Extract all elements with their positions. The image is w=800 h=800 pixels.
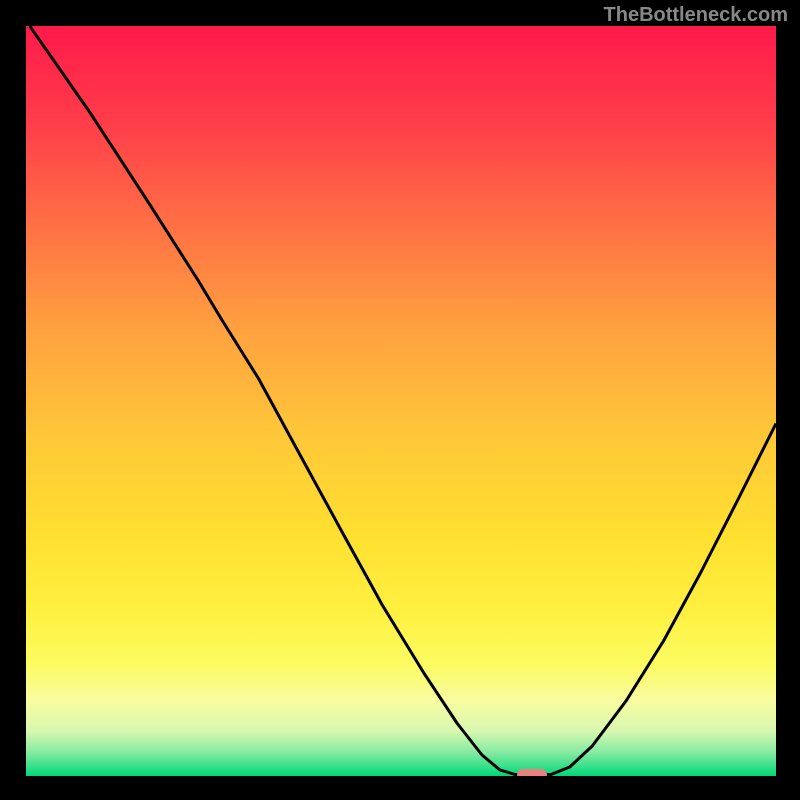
bottleneck-curve (26, 26, 776, 776)
optimal-point-marker (517, 769, 547, 777)
plot-area (26, 26, 776, 776)
chart-container: TheBottleneck.com (0, 0, 800, 800)
watermark-text: TheBottleneck.com (604, 4, 788, 27)
